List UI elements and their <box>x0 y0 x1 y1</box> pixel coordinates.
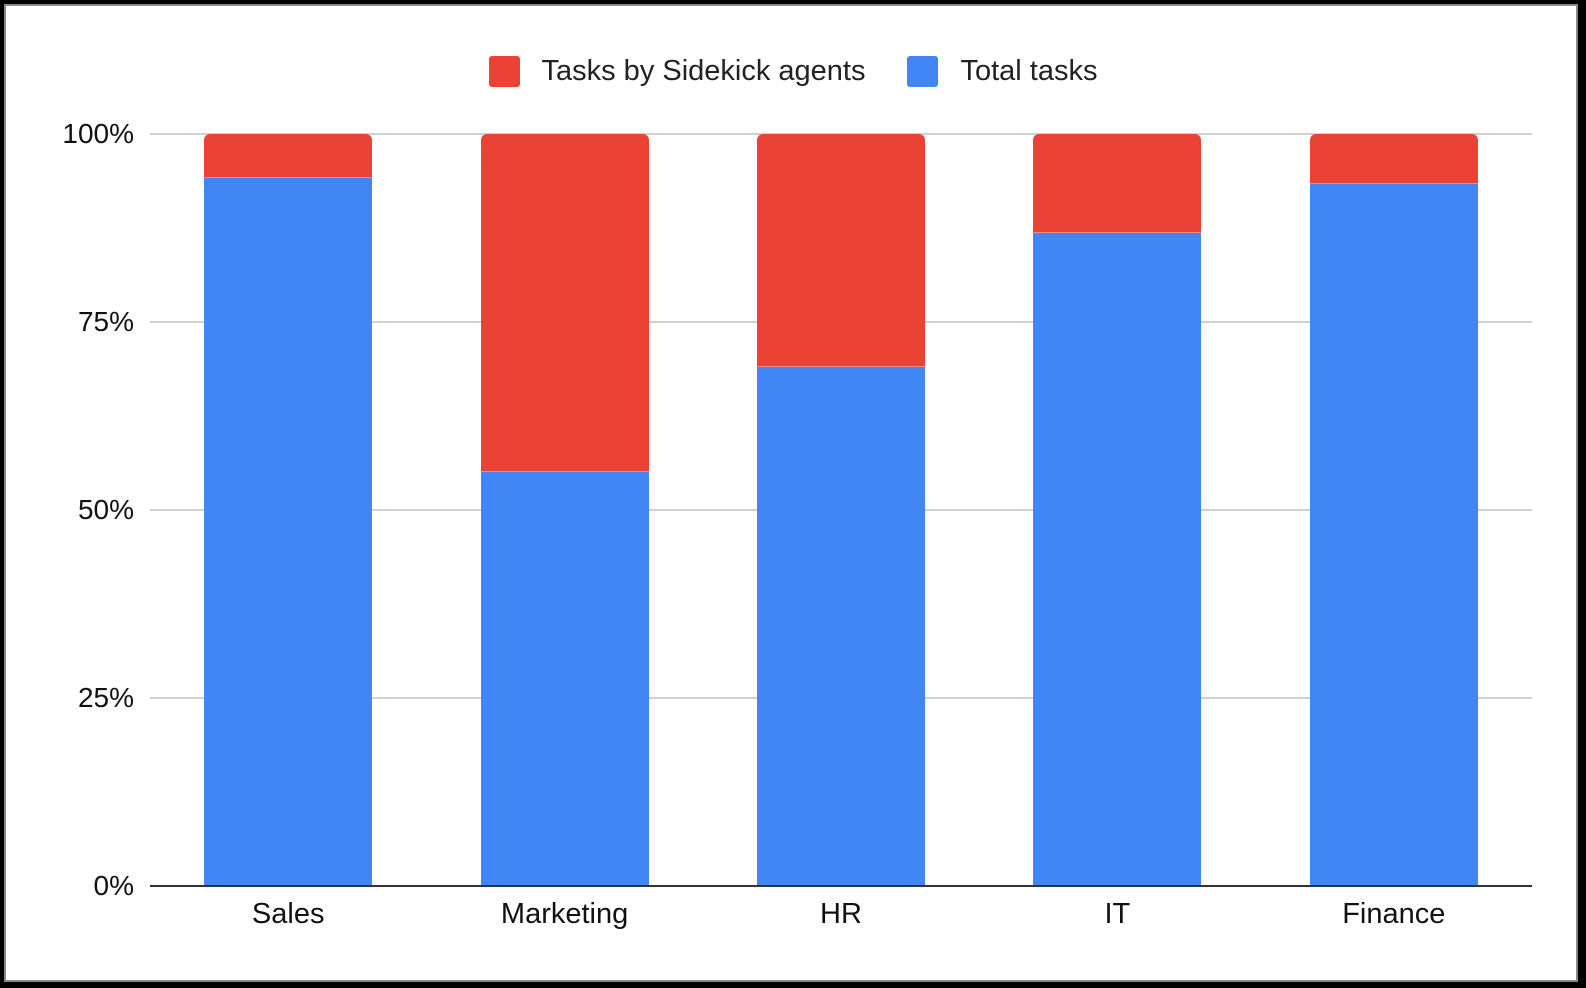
y-tick-label: 0% <box>93 870 134 901</box>
bar-it[interactable] <box>1033 134 1202 886</box>
y-tick-label: 75% <box>77 306 134 337</box>
bar-segment-total-tasks[interactable] <box>480 471 649 886</box>
legend-label: Tasks by Sidekick agents <box>541 54 866 87</box>
bar-segment-sidekick-tasks[interactable] <box>1309 134 1478 183</box>
segment-divider <box>204 176 373 178</box>
bar-segment-sidekick-tasks[interactable] <box>480 134 649 471</box>
bar-segment-total-tasks[interactable] <box>1309 183 1478 886</box>
legend-swatch-blue <box>907 55 939 87</box>
y-tick-label: 50% <box>77 494 134 525</box>
x-tick-label: IT <box>1104 898 1131 930</box>
x-axis-line <box>150 885 1532 887</box>
legend-item-total-tasks[interactable]: Total tasks <box>907 55 1097 88</box>
bar-finance[interactable] <box>1309 134 1478 886</box>
y-tick-label: 100% <box>62 118 134 149</box>
x-tick-label: Marketing <box>500 898 629 930</box>
segment-divider <box>1309 182 1478 184</box>
bar-sales[interactable] <box>204 134 373 886</box>
bar-segment-sidekick-tasks[interactable] <box>1033 134 1202 232</box>
bar-segment-sidekick-tasks[interactable] <box>204 134 373 177</box>
bar-marketing[interactable] <box>480 134 649 886</box>
bar-segment-total-tasks[interactable] <box>1033 232 1202 886</box>
bar-segment-total-tasks[interactable] <box>757 367 925 886</box>
bar-hr[interactable] <box>757 134 925 886</box>
legend-item-sidekick-tasks[interactable]: Tasks by Sidekick agents <box>488 54 866 88</box>
segment-divider <box>480 470 649 472</box>
bar-segment-sidekick-tasks[interactable] <box>757 134 925 367</box>
legend-label: Total tasks <box>960 54 1098 87</box>
segment-divider <box>1033 231 1202 233</box>
y-tick-label: 25% <box>77 682 134 713</box>
x-tick-label: HR <box>820 898 862 930</box>
x-tick-label: Finance <box>1342 898 1446 930</box>
plot-area <box>150 133 1532 887</box>
bar-segment-total-tasks[interactable] <box>204 177 373 886</box>
legend-swatch-red <box>488 55 520 87</box>
chart-legend: Tasks by Sidekick agents Total tasks <box>0 54 1586 88</box>
segment-divider <box>757 366 925 368</box>
x-tick-label: Sales <box>251 898 325 930</box>
